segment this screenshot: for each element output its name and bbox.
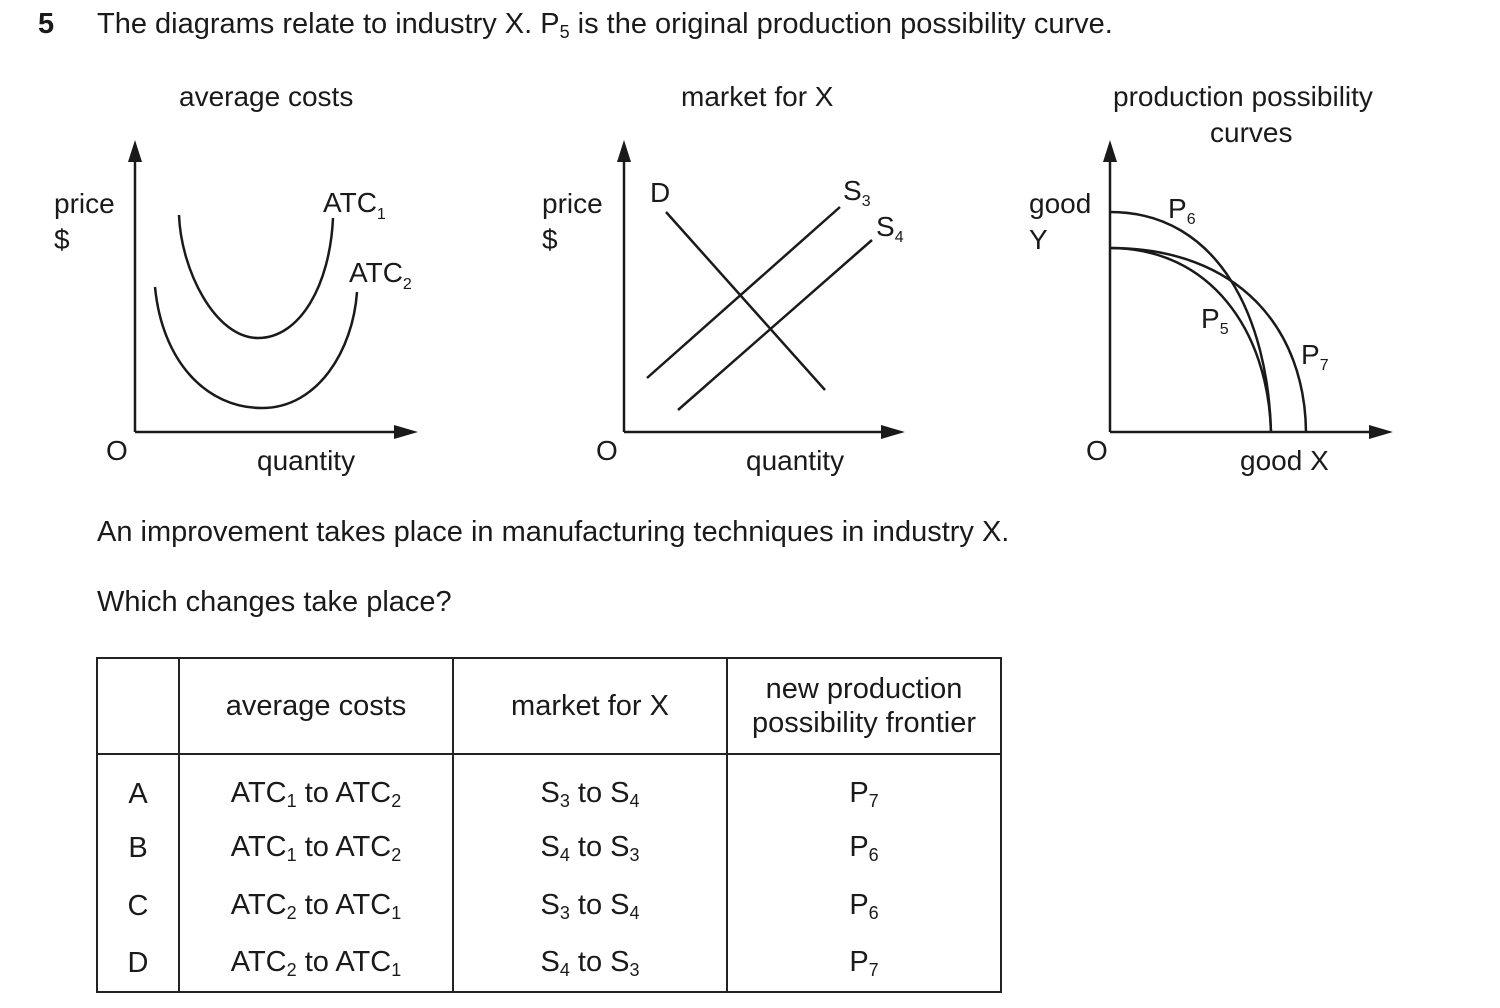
- demand-label: D: [650, 177, 670, 208]
- demand-curve: [665, 211, 826, 391]
- supply-s4-curve: [677, 239, 873, 411]
- option-label: A: [96, 754, 180, 819]
- ac-origin: O: [106, 435, 128, 466]
- header-ppf-line1: new production: [765, 673, 963, 705]
- statement: An improvement takes place in manufactur…: [97, 516, 1010, 548]
- ac-y-label-dollar: $: [54, 224, 70, 255]
- option-label: B: [96, 819, 180, 877]
- atc2-curve: [153, 286, 359, 410]
- atc2-label: ATC2: [349, 257, 412, 293]
- answer-row[interactable]: C ATC2 to ATC1 S3 to S4 P6: [96, 877, 1002, 935]
- market-x-label: quantity: [746, 445, 844, 476]
- header-blank: [96, 657, 180, 755]
- average-costs-diagram: average costs price $ O quantity ATC1 AT…: [54, 81, 418, 476]
- average-costs-change: ATC2 to ATC1: [178, 935, 454, 993]
- s4-label: S4: [876, 211, 904, 246]
- header-average-costs: average costs: [178, 657, 454, 755]
- s3-label: S3: [843, 175, 871, 210]
- p5-label: P5: [1201, 303, 1229, 338]
- market-y-arrow: [617, 140, 631, 162]
- supply-s3-curve: [646, 206, 841, 379]
- stem-subscript: 5: [559, 22, 570, 42]
- question-stem: The diagrams relate to industry X. P5 is…: [97, 8, 1113, 43]
- question-prompt: Which changes take place?: [97, 586, 452, 618]
- ppc-diagram: production possibility curves good Y O g…: [1029, 81, 1393, 476]
- market-title: market for X: [681, 81, 834, 112]
- ppc-y-label-y: Y: [1029, 224, 1048, 255]
- answer-row[interactable]: A ATC1 to ATC2 S3 to S4 P7: [96, 754, 1002, 819]
- ppf-change: P6: [726, 819, 1002, 877]
- market-y-label-dollar: $: [542, 224, 558, 255]
- ppf-change: P7: [726, 754, 1002, 819]
- average-costs-change: ATC2 to ATC1: [178, 877, 454, 935]
- atc1-label: ATC1: [323, 187, 386, 223]
- ac-y-arrow: [128, 140, 142, 162]
- header-ppf-line2: possibility frontier: [751, 707, 977, 739]
- ac-y-label-price: price: [54, 188, 115, 219]
- option-label: D: [96, 935, 180, 993]
- average-costs-change: ATC1 to ATC2: [178, 754, 454, 819]
- header-ppf: new production possibility frontier: [726, 657, 1002, 755]
- market-change: S3 to S4: [452, 754, 728, 819]
- ac-x-label: quantity: [257, 445, 355, 476]
- p6-curve: [1109, 210, 1273, 433]
- market-change: S4 to S3: [452, 935, 728, 993]
- market-x-arrow: [881, 425, 905, 439]
- question-number: 5: [38, 8, 55, 40]
- answer-row[interactable]: B ATC1 to ATC2 S4 to S3 P6: [96, 819, 1002, 877]
- average-costs-title: average costs: [179, 81, 353, 112]
- ppc-y-label-good: good: [1029, 188, 1091, 219]
- market-change: S3 to S4: [452, 877, 728, 935]
- market-change: S4 to S3: [452, 819, 728, 877]
- table-header-row: average costs market for X new productio…: [96, 657, 1002, 755]
- p5-curve: [1109, 246, 1273, 433]
- ppc-x-label: good X: [1240, 445, 1329, 476]
- ppf-change: P6: [726, 877, 1002, 935]
- diagrams: average costs price $ O quantity ATC1 AT…: [54, 81, 1393, 476]
- ppc-origin: O: [1086, 435, 1108, 466]
- ac-x-arrow: [394, 425, 418, 439]
- ppc-title-line2: curves: [1210, 117, 1292, 148]
- market-y-label-price: price: [542, 188, 603, 219]
- p7-curve: [1109, 246, 1308, 433]
- average-costs-change: ATC1 to ATC2: [178, 819, 454, 877]
- answer-row[interactable]: D ATC2 to ATC1 S4 to S3 P7: [96, 935, 1002, 993]
- answer-options-table: average costs market for X new productio…: [96, 657, 1002, 993]
- market-diagram: market for X price $ O quantity D S3 S4: [542, 81, 905, 476]
- option-label: C: [96, 877, 180, 935]
- stem-before: The diagrams relate to industry X. P: [97, 8, 560, 40]
- header-market: market for X: [452, 657, 728, 755]
- p7-label: P7: [1301, 339, 1329, 374]
- market-origin: O: [596, 435, 618, 466]
- ppc-title-line1: production possibility: [1113, 81, 1373, 112]
- ppc-x-arrow: [1369, 425, 1393, 439]
- stem-after: is the original production possibility c…: [569, 8, 1113, 40]
- ppc-y-arrow: [1103, 140, 1117, 162]
- atc1-curve: [177, 214, 335, 340]
- p6-label: P6: [1168, 193, 1196, 228]
- ppf-change: P7: [726, 935, 1002, 993]
